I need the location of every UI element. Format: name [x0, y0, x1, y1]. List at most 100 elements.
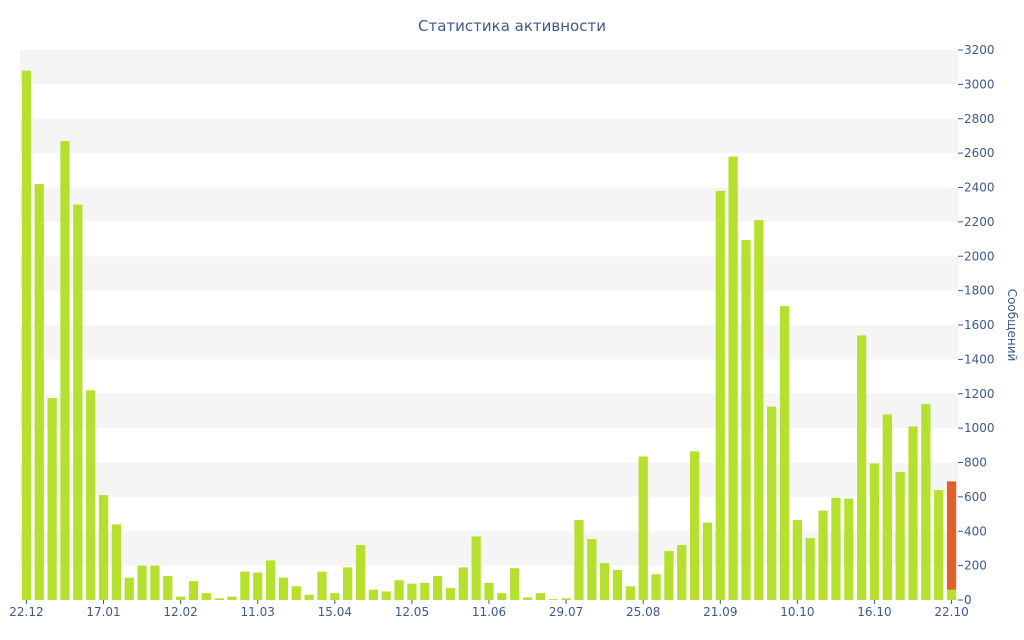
bar	[124, 577, 134, 600]
bar	[805, 538, 815, 600]
bar-highlight	[946, 481, 957, 590]
y-tick-label: 200	[964, 559, 987, 573]
grid-bands	[20, 50, 958, 566]
grid-band	[20, 462, 958, 497]
x-tick-label: 12.02	[163, 605, 197, 619]
bar	[741, 239, 751, 600]
y-tick-label: 800	[964, 456, 987, 470]
bar	[677, 545, 687, 600]
bar	[574, 520, 584, 600]
bar	[317, 571, 327, 600]
y-tick-label: 3000	[964, 77, 995, 91]
bar	[201, 593, 211, 600]
bar	[163, 575, 173, 600]
x-tick-label: 11.06	[472, 605, 506, 619]
bar	[651, 574, 661, 600]
x-tick-label: 16.10	[857, 605, 891, 619]
bar	[908, 426, 918, 600]
bar	[240, 571, 250, 600]
bar	[278, 577, 289, 600]
x-tick-label: 22.10	[934, 605, 968, 619]
bar	[253, 572, 263, 600]
bar	[394, 580, 404, 600]
bar	[330, 593, 340, 600]
bar	[522, 597, 533, 600]
y-tick-label: 0	[964, 593, 972, 607]
bar	[445, 587, 456, 600]
bar	[857, 335, 867, 600]
y-tick-label: 3200	[964, 43, 995, 57]
grid-band	[20, 187, 958, 222]
grid-band	[20, 393, 958, 429]
bar	[715, 190, 725, 600]
bar	[767, 406, 777, 600]
bar	[227, 596, 237, 600]
bar	[702, 522, 713, 600]
chart-title: Статистика активности	[418, 17, 606, 35]
bar	[111, 524, 121, 600]
bar	[175, 596, 186, 600]
y-tick-label: 1800	[964, 284, 995, 298]
y-tick-label: 2400	[964, 181, 995, 195]
bar	[664, 551, 674, 600]
y-tick-label: 2200	[964, 215, 995, 229]
bar	[612, 569, 623, 600]
bar	[561, 598, 571, 600]
y-tick-label: 1400	[964, 352, 995, 366]
x-tick-label: 29.07	[549, 605, 583, 619]
bar	[34, 184, 44, 600]
bar	[458, 567, 468, 600]
bar	[47, 398, 57, 600]
bar	[689, 451, 700, 600]
bar	[73, 204, 83, 600]
bar	[343, 567, 353, 600]
bar	[921, 404, 931, 600]
bar	[355, 545, 366, 600]
bar	[214, 598, 224, 600]
grid-band	[20, 325, 958, 360]
bar	[548, 599, 558, 600]
bar	[407, 583, 417, 600]
bar	[381, 591, 391, 600]
bar	[265, 560, 276, 600]
grid-band	[20, 256, 958, 291]
bar	[137, 565, 147, 600]
bar	[150, 565, 160, 600]
bar	[779, 306, 790, 600]
y-tick-label: 2800	[964, 112, 995, 126]
bar	[60, 141, 70, 600]
bar	[535, 593, 546, 600]
y-tick-label: 1000	[964, 421, 995, 435]
x-tick-label: 10.10	[780, 605, 814, 619]
y-tick-label: 2600	[964, 146, 995, 160]
bar	[432, 575, 443, 600]
x-tick-label: 17.01	[86, 605, 120, 619]
grid-band	[20, 531, 958, 566]
bars	[21, 70, 957, 600]
y-tick-label: 2000	[964, 249, 995, 263]
y-axis-ticks: 0 200 400 600 800 1000 1200 1400 1600 1800 2000 220…	[958, 43, 995, 607]
bar	[792, 520, 803, 600]
bar	[510, 568, 520, 600]
grid-band	[20, 118, 958, 154]
bar	[844, 498, 854, 600]
bar	[291, 586, 301, 600]
x-tick-label: 12.05	[395, 605, 429, 619]
bar	[638, 456, 648, 600]
bar	[625, 586, 635, 600]
bar	[484, 582, 494, 600]
bar	[946, 589, 957, 600]
bar	[895, 471, 905, 600]
bar	[934, 490, 944, 600]
bar	[420, 582, 430, 600]
y-tick-label: 600	[964, 490, 987, 504]
bar	[818, 510, 828, 600]
y-tick-label: 1600	[964, 318, 995, 332]
y-axis-label: Сообщений	[1005, 289, 1019, 362]
x-tick-label: 11.03	[241, 605, 275, 619]
bar	[304, 594, 314, 600]
x-tick-label: 21.09	[703, 605, 737, 619]
bar	[86, 390, 96, 600]
